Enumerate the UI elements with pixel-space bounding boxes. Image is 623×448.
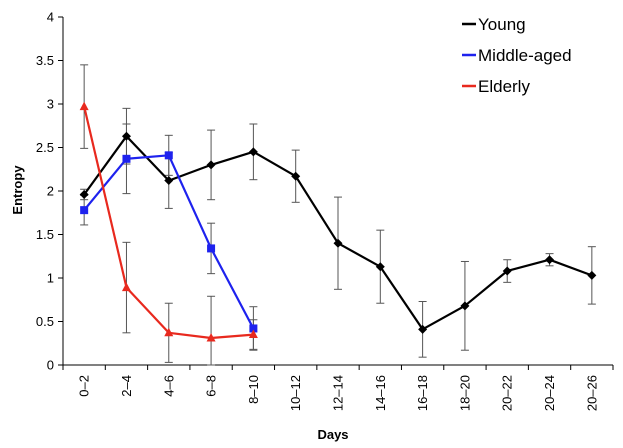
- elderly-point: [248, 329, 258, 339]
- young-point: [164, 176, 174, 186]
- x-tick-label: 0–2: [77, 375, 92, 397]
- x-tick-label: 20–22: [500, 375, 515, 411]
- middle-aged-point: [80, 206, 89, 215]
- y-tick-label: 4: [47, 10, 54, 25]
- y-tick-label: 1: [47, 271, 54, 286]
- legend-middle-aged-label: Middle-aged: [478, 46, 572, 65]
- young-point: [460, 301, 470, 311]
- x-tick-label: 12–14: [331, 375, 346, 411]
- x-tick-label: 20–26: [584, 375, 599, 411]
- y-tick-label: 3: [47, 97, 54, 112]
- y-tick-label: 0: [47, 358, 54, 373]
- legend-young-label: Young: [478, 15, 526, 34]
- x-tick-label: 18–20: [457, 375, 472, 411]
- middle-aged-point: [164, 151, 173, 160]
- y-tick-label: 2: [47, 184, 54, 199]
- young-point: [291, 171, 301, 181]
- young-point: [502, 266, 512, 276]
- x-tick-label: 14–16: [373, 375, 388, 411]
- elderly-point: [164, 327, 174, 337]
- middle-aged-point: [122, 154, 131, 163]
- young-point: [248, 147, 258, 157]
- x-tick-label: 16–18: [415, 375, 430, 411]
- young-point: [418, 324, 428, 334]
- y-axis-label: Entropy: [10, 165, 25, 215]
- x-tick-label: 2–4: [119, 375, 134, 397]
- y-tick-label: 2.5: [36, 140, 54, 155]
- elderly-point: [206, 333, 216, 342]
- legend-elderly-label: Elderly: [478, 77, 530, 96]
- young-point: [545, 255, 555, 265]
- young-point: [79, 189, 89, 199]
- x-axis-label: Days: [317, 427, 348, 442]
- x-tick-label: 6–8: [204, 375, 219, 397]
- y-tick-label: 1.5: [36, 227, 54, 242]
- y-tick-label: 0.5: [36, 314, 54, 329]
- elderly-point: [121, 282, 131, 292]
- y-tick-label: 3.5: [36, 53, 54, 68]
- young-point: [206, 160, 216, 170]
- young-point: [587, 270, 597, 280]
- young-point: [121, 131, 131, 141]
- x-tick-label: 20–24: [542, 375, 557, 411]
- x-tick-label: 4–6: [161, 375, 176, 397]
- middle-aged-point: [207, 244, 216, 253]
- x-tick-label: 8–10: [246, 375, 261, 404]
- x-tick-label: 10–12: [288, 375, 303, 411]
- elderly-point: [79, 101, 89, 111]
- young-point: [375, 262, 385, 272]
- young-point: [333, 238, 343, 248]
- middle-aged-point: [249, 324, 258, 333]
